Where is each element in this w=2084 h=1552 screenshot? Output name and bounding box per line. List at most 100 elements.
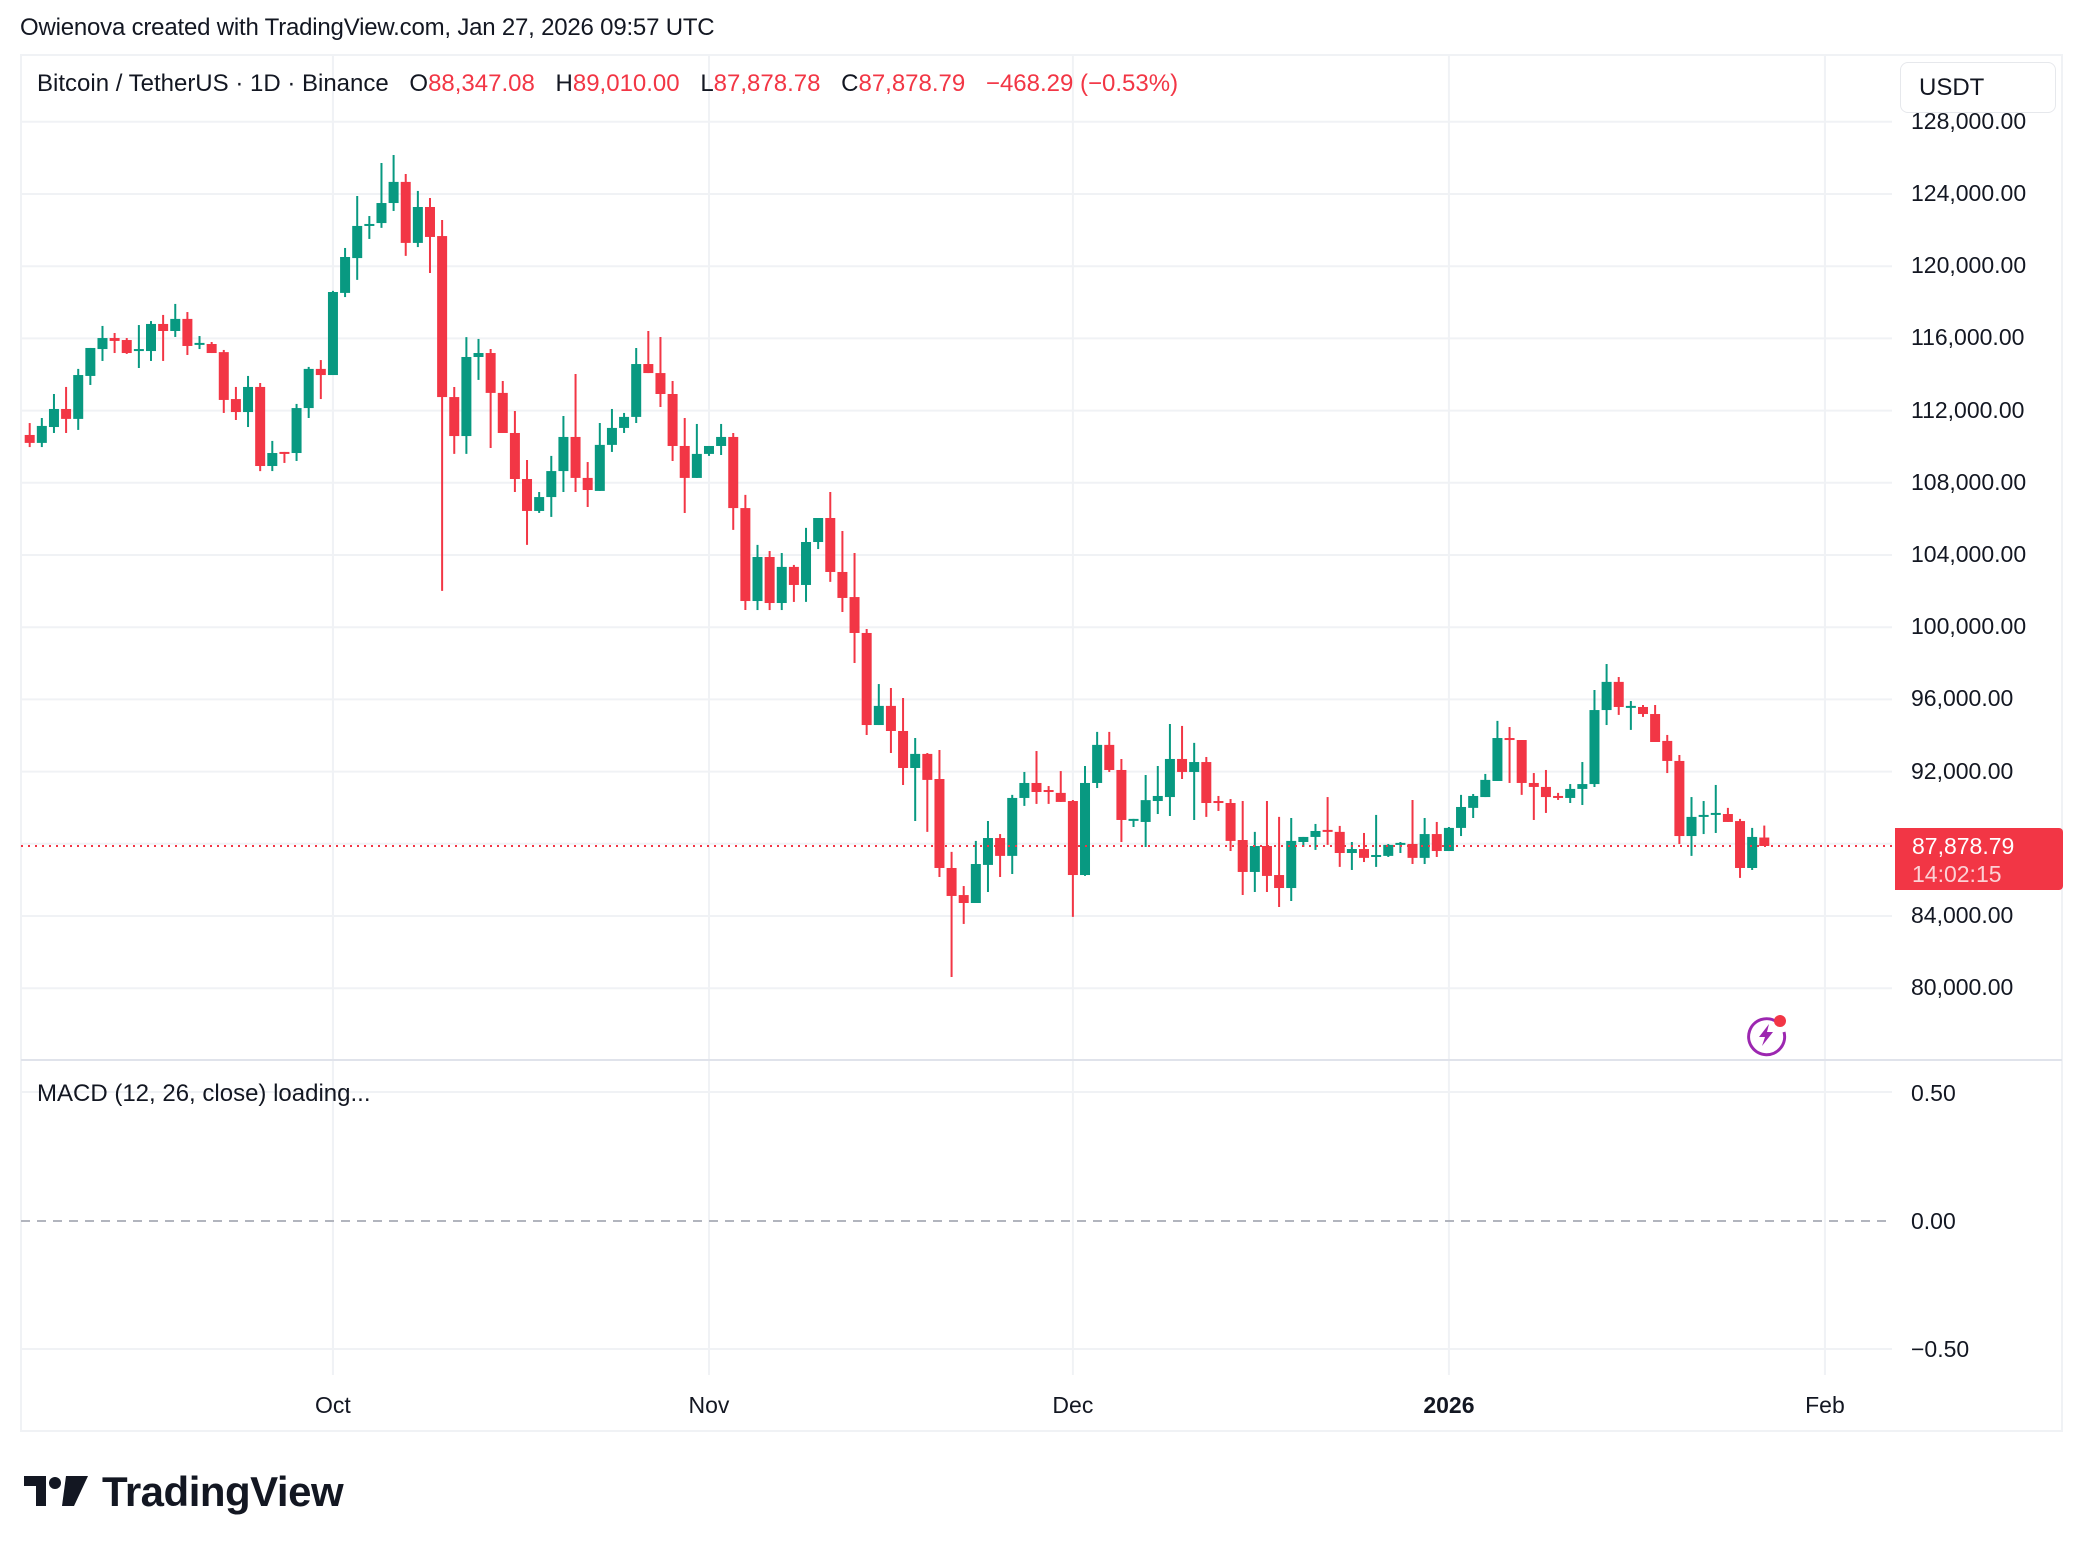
candle bbox=[1480, 773, 1491, 798]
candle bbox=[825, 492, 836, 582]
macd-tick-neg: −0.50 bbox=[1911, 1336, 1970, 1362]
candle bbox=[1759, 825, 1770, 846]
candle bbox=[1310, 823, 1321, 850]
candle bbox=[910, 738, 921, 822]
candle bbox=[194, 336, 205, 350]
gridlines bbox=[21, 55, 1892, 1375]
candle bbox=[158, 314, 169, 361]
candle bbox=[315, 360, 326, 400]
candle bbox=[85, 347, 96, 385]
candle bbox=[691, 423, 702, 478]
candle bbox=[243, 375, 254, 428]
candle bbox=[1334, 825, 1345, 867]
candle bbox=[934, 749, 945, 878]
candle bbox=[1261, 801, 1272, 892]
macd-tick-pos: 0.50 bbox=[1911, 1080, 1956, 1106]
price-tick: 108,000.00 bbox=[1911, 468, 2027, 495]
candle bbox=[995, 834, 1006, 878]
candle bbox=[1371, 814, 1382, 867]
candle bbox=[352, 195, 363, 280]
candle bbox=[279, 451, 290, 463]
price-tick: 124,000.00 bbox=[1911, 180, 2027, 206]
high-value: 89,010.00 bbox=[572, 70, 680, 97]
candle bbox=[1686, 797, 1697, 856]
candle bbox=[1456, 794, 1467, 837]
time-tick: Dec bbox=[1052, 1392, 1094, 1418]
macd-indicator-label[interactable]: MACD (12, 26, close) loading... bbox=[37, 1080, 371, 1107]
candle bbox=[970, 840, 981, 904]
candle bbox=[1286, 817, 1297, 902]
symbol-name[interactable]: Bitcoin / TetherUS · 1D · Binance bbox=[37, 70, 389, 97]
candle bbox=[73, 368, 84, 430]
symbol-legend[interactable]: Bitcoin / TetherUS · 1D · Binance O88,34… bbox=[37, 70, 1178, 98]
chart-caption: Owienova created with TradingView.com, J… bbox=[20, 14, 715, 41]
candle bbox=[1213, 795, 1224, 811]
candle bbox=[1589, 690, 1600, 787]
candle bbox=[412, 190, 423, 248]
candle bbox=[667, 380, 678, 461]
candle bbox=[1092, 731, 1103, 789]
currency-button[interactable]: USDT bbox=[1900, 62, 2056, 113]
candle bbox=[400, 173, 411, 256]
candle bbox=[1468, 793, 1479, 818]
candle bbox=[291, 403, 302, 461]
candle bbox=[1613, 677, 1624, 715]
candle bbox=[1189, 742, 1200, 820]
candle bbox=[1662, 734, 1673, 774]
tradingview-logo[interactable]: TradingView bbox=[24, 1468, 344, 1515]
candle bbox=[788, 564, 799, 602]
candle bbox=[1747, 827, 1758, 870]
lightning-icon[interactable] bbox=[1744, 1013, 1788, 1057]
candle bbox=[546, 455, 557, 517]
candle bbox=[1274, 816, 1285, 907]
close-label: C bbox=[841, 70, 859, 97]
candle bbox=[1322, 797, 1333, 845]
last-price-value: 87,878.79 bbox=[1912, 833, 2015, 859]
candle bbox=[121, 338, 132, 354]
candle bbox=[1249, 831, 1260, 892]
candle bbox=[230, 386, 241, 420]
candle bbox=[1710, 784, 1721, 833]
time-tick: Nov bbox=[688, 1392, 730, 1418]
price-change: −468.29 (−0.53%) bbox=[985, 70, 1179, 97]
candle bbox=[376, 162, 387, 228]
candle bbox=[1492, 720, 1503, 781]
time-tick: 2026 bbox=[1423, 1392, 1475, 1418]
candle bbox=[1152, 766, 1163, 815]
candle bbox=[1201, 756, 1212, 817]
candle bbox=[109, 332, 120, 354]
open-label: O bbox=[409, 70, 429, 97]
candle bbox=[509, 410, 520, 493]
candle bbox=[740, 494, 751, 611]
candle bbox=[170, 303, 181, 337]
candle bbox=[1528, 773, 1539, 820]
tradingview-logo-text: TradingView bbox=[102, 1468, 344, 1515]
candle bbox=[861, 629, 872, 735]
candle bbox=[1407, 799, 1418, 865]
candle bbox=[655, 336, 666, 407]
price-tick: 128,000.00 bbox=[1911, 107, 2027, 134]
candle bbox=[1650, 704, 1661, 742]
candle bbox=[1237, 801, 1248, 896]
candle bbox=[534, 492, 545, 513]
candle bbox=[1722, 807, 1733, 822]
candle bbox=[1067, 799, 1078, 917]
candle bbox=[340, 247, 351, 298]
candle bbox=[1225, 799, 1236, 852]
tradingview-logo-icon bbox=[24, 1476, 88, 1506]
price-tick: 80,000.00 bbox=[1911, 974, 2014, 1001]
candle bbox=[1007, 794, 1018, 874]
candle bbox=[1565, 784, 1576, 804]
candle bbox=[473, 338, 484, 380]
candle bbox=[570, 373, 581, 493]
candle bbox=[1019, 771, 1030, 806]
candle bbox=[97, 325, 108, 361]
candle bbox=[582, 462, 593, 507]
candle bbox=[497, 380, 508, 433]
price-tick: 92,000.00 bbox=[1911, 757, 2014, 784]
candle bbox=[752, 544, 763, 611]
candle bbox=[1080, 766, 1091, 876]
chart-frame bbox=[20, 54, 2063, 1432]
price-tick: 96,000.00 bbox=[1911, 685, 2014, 712]
